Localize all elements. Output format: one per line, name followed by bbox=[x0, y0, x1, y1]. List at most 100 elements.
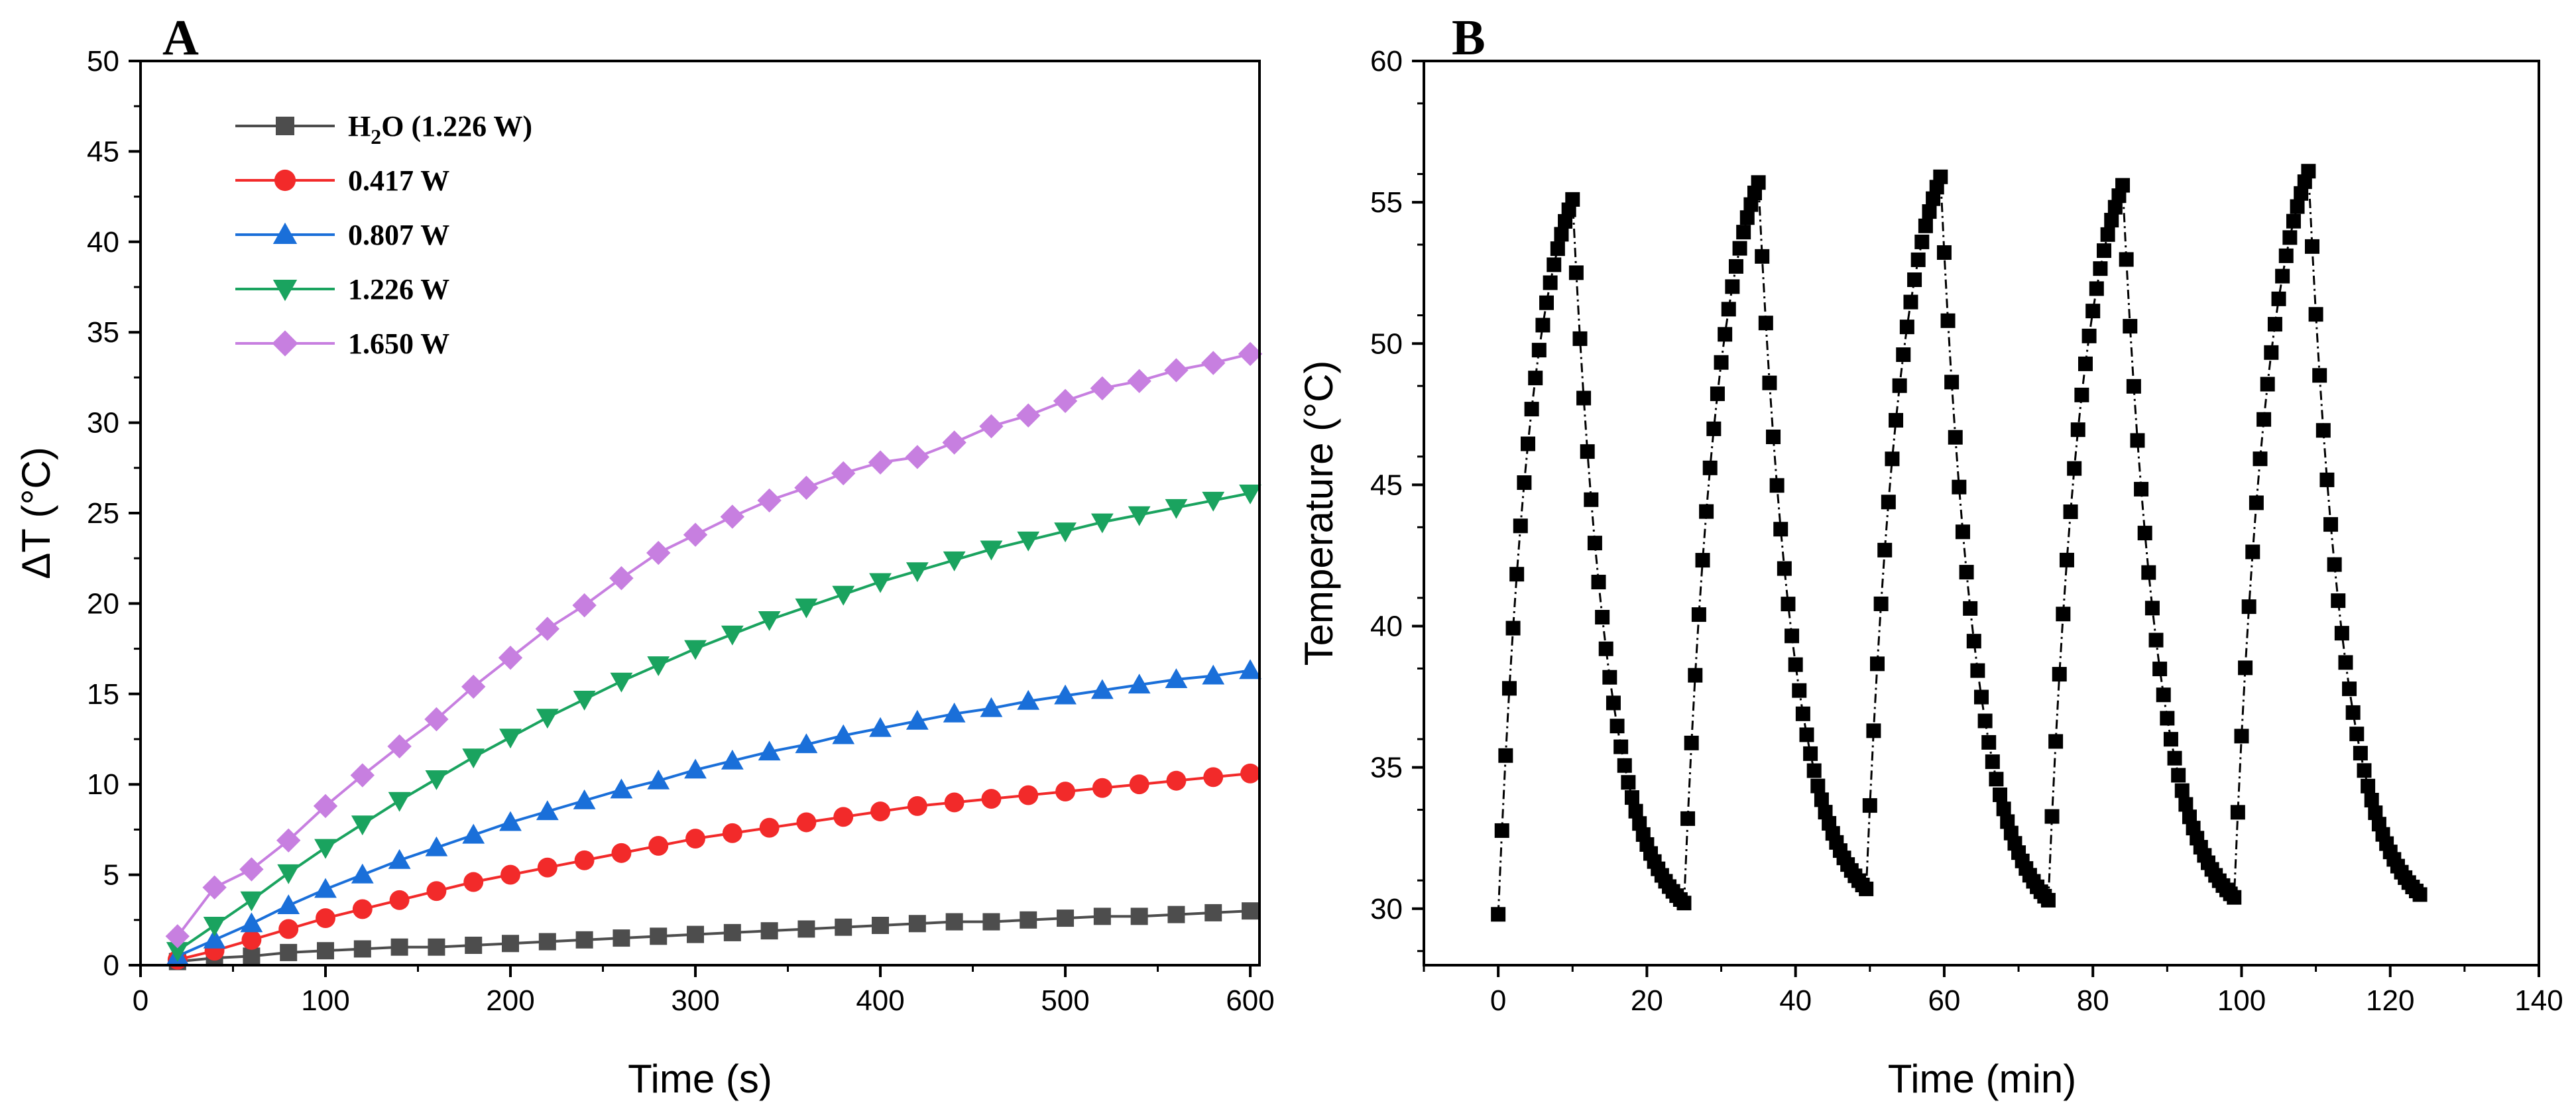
data-point bbox=[2253, 451, 2268, 467]
data-point bbox=[943, 551, 966, 571]
data-point bbox=[1528, 371, 1543, 386]
data-point bbox=[2085, 304, 2101, 319]
temperature-series bbox=[1491, 164, 2428, 922]
data-point bbox=[2171, 768, 2186, 783]
data-point bbox=[1016, 403, 1041, 428]
data-point bbox=[350, 763, 375, 788]
data-point bbox=[1165, 499, 1188, 519]
data-point bbox=[2301, 164, 2316, 179]
data-point bbox=[906, 709, 929, 730]
data-point bbox=[2137, 526, 2152, 541]
data-point bbox=[1896, 347, 1911, 363]
data-point bbox=[2141, 565, 2156, 580]
data-point bbox=[2241, 599, 2256, 615]
data-point bbox=[1239, 484, 1261, 504]
data-point bbox=[498, 646, 523, 670]
x-tick-label-b: 140 bbox=[2514, 984, 2563, 1017]
data-point bbox=[1531, 343, 1547, 358]
data-point bbox=[573, 690, 596, 711]
data-point bbox=[1554, 227, 1569, 242]
data-point bbox=[980, 697, 1003, 717]
data-point bbox=[1702, 460, 1718, 475]
data-point bbox=[388, 792, 411, 812]
data-point bbox=[462, 748, 485, 769]
data-point bbox=[795, 733, 818, 754]
data-point bbox=[2115, 178, 2131, 193]
data-point bbox=[2093, 261, 2108, 276]
x-tick-label-a: 600 bbox=[1226, 984, 1274, 1017]
data-point bbox=[1977, 713, 1993, 729]
y-tick-label-b: 30 bbox=[1370, 893, 1403, 925]
data-point bbox=[243, 947, 261, 965]
data-point bbox=[2312, 368, 2327, 383]
data-point bbox=[684, 758, 707, 779]
y-tick-label-a: 25 bbox=[87, 497, 119, 530]
y-tick-label-a: 0 bbox=[103, 949, 119, 982]
data-point bbox=[759, 817, 780, 838]
legend-item: H2O (1.226 W) bbox=[235, 110, 532, 148]
data-point bbox=[1680, 811, 1696, 826]
data-point bbox=[831, 461, 856, 486]
x-tick-label-b: 120 bbox=[2366, 984, 2414, 1017]
data-point bbox=[1621, 775, 1636, 790]
data-point bbox=[1877, 542, 1893, 558]
data-point bbox=[760, 922, 778, 940]
data-point bbox=[942, 430, 966, 455]
data-point bbox=[1498, 748, 1513, 763]
x-axis-title-b: Time (min) bbox=[1888, 1057, 2076, 1101]
data-point bbox=[1572, 331, 1588, 346]
data-point bbox=[1610, 719, 1625, 734]
legend-marker bbox=[272, 330, 298, 357]
data-point bbox=[794, 475, 819, 500]
y-tick-label-b: 40 bbox=[1370, 611, 1403, 643]
legend-marker bbox=[272, 280, 298, 302]
data-point bbox=[832, 724, 855, 744]
data-point bbox=[2249, 495, 2264, 510]
data-point bbox=[572, 593, 597, 618]
data-point bbox=[1535, 318, 1551, 333]
data-point bbox=[574, 850, 595, 870]
y-tick-label-b: 50 bbox=[1370, 327, 1403, 360]
data-point bbox=[1933, 169, 1948, 184]
data-point bbox=[2152, 662, 2168, 677]
data-point bbox=[869, 573, 892, 593]
data-point bbox=[2040, 892, 2056, 908]
data-point bbox=[537, 857, 557, 878]
data-point bbox=[2063, 504, 2078, 520]
data-point bbox=[2315, 423, 2331, 438]
data-point bbox=[1090, 513, 1114, 534]
x-tick-label-a: 100 bbox=[301, 984, 349, 1017]
data-point bbox=[1568, 265, 1584, 280]
data-point bbox=[1576, 390, 1592, 406]
data-point bbox=[1769, 478, 1785, 493]
data-point bbox=[575, 931, 593, 949]
data-point bbox=[1926, 191, 1941, 206]
data-point bbox=[2349, 727, 2365, 742]
data-point bbox=[240, 891, 263, 911]
x-tick-label-b: 40 bbox=[1779, 984, 1812, 1017]
data-point bbox=[687, 925, 705, 943]
data-point bbox=[609, 566, 634, 591]
data-point bbox=[2264, 345, 2279, 360]
data-point bbox=[610, 672, 633, 693]
data-point bbox=[1617, 758, 1632, 773]
data-point bbox=[1517, 475, 1532, 491]
data-point bbox=[536, 709, 559, 729]
data-point bbox=[1985, 754, 2000, 770]
data-point bbox=[1598, 641, 1613, 656]
data-point bbox=[2345, 705, 2361, 720]
data-point bbox=[2167, 750, 2182, 766]
data-point bbox=[2163, 732, 2178, 747]
data-point bbox=[203, 928, 226, 949]
data-point bbox=[1739, 210, 1755, 225]
data-point bbox=[2361, 778, 2376, 793]
data-point bbox=[2089, 281, 2104, 296]
data-point bbox=[1993, 787, 2008, 802]
data-point bbox=[1873, 596, 1889, 611]
data-point bbox=[352, 899, 373, 919]
data-point bbox=[1952, 479, 1967, 495]
data-point bbox=[1688, 668, 1703, 683]
data-point bbox=[1818, 805, 1833, 820]
data-point bbox=[646, 540, 671, 565]
data-point bbox=[1240, 763, 1260, 784]
